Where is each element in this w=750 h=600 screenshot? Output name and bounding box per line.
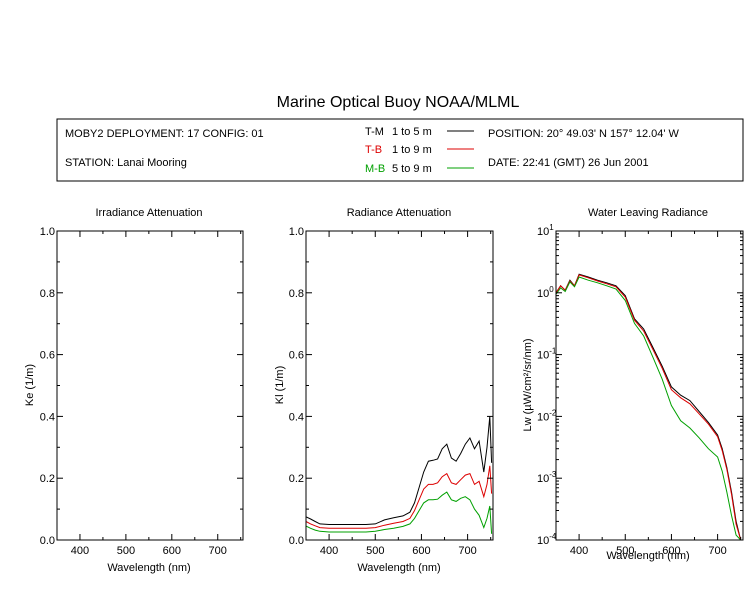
- water-leaving-ytick-label: 10-2: [537, 408, 557, 423]
- water-leaving-series-tm: [556, 273, 742, 540]
- irradiance-xtick-label: 500: [117, 545, 135, 557]
- legend-code-mb: M-B: [365, 163, 385, 175]
- water-leaving-xtick-label: 600: [662, 545, 680, 557]
- radiance-ytick-label: 0.6: [289, 350, 304, 362]
- irradiance-ytick-label: 1.0: [40, 226, 55, 238]
- water-leaving-ytick-label: 10-3: [537, 470, 557, 485]
- irradiance-xtick-label: 700: [209, 545, 227, 557]
- irradiance-xtick-label: 600: [163, 545, 181, 557]
- water-leaving-plot-frame: [555, 230, 744, 541]
- radiance-title: Radiance Attenuation: [347, 207, 452, 219]
- figure-title: Marine Optical Buoy NOAA/MLML: [277, 94, 520, 111]
- irradiance-xlabel: Wavelength (nm): [107, 562, 190, 574]
- water-leaving-panel: Water Leaving Radiance Wavelength (nm) L…: [522, 207, 744, 562]
- date-text: DATE: 22:41 (GMT) 26 Jun 2001: [488, 157, 649, 169]
- radiance-panel: Radiance Attenuation Wavelength (nm) Kl …: [274, 207, 494, 574]
- legend: T-M 1 to 5 m T-B 1 to 9 m M-B 5 to 9 m: [365, 126, 474, 175]
- radiance-ytick-label: 0.0: [289, 535, 304, 547]
- water-leaving-xtick-label: 700: [708, 545, 726, 557]
- water-leaving-title: Water Leaving Radiance: [588, 207, 708, 219]
- legend-code-tb: T-B: [365, 144, 382, 156]
- legend-range-tb: 1 to 9 m: [392, 144, 432, 156]
- water-leaving-xtick-label: 500: [616, 545, 634, 557]
- water-leaving-series-tb: [556, 274, 742, 540]
- radiance-series-mb: [306, 491, 493, 534]
- radiance-ytick-label: 0.8: [289, 288, 304, 300]
- irradiance-ytick-label: 0.6: [40, 350, 55, 362]
- irradiance-ytick-label: 0.0: [40, 535, 55, 547]
- radiance-series-tb: [306, 465, 493, 529]
- legend-code-tm: T-M: [365, 126, 384, 138]
- irradiance-xtick-label: 400: [71, 545, 89, 557]
- irradiance-ytick-label: 0.4: [40, 411, 55, 423]
- water-leaving-ylabel: Lw (µW/cm²/sr/nm): [522, 338, 534, 431]
- water-leaving-ytick-label: 10-4: [537, 532, 557, 547]
- radiance-ytick-label: 0.4: [289, 411, 304, 423]
- radiance-plot-frame: [305, 230, 494, 541]
- radiance-series-tm: [306, 416, 493, 525]
- water-leaving-xlabel: Wavelength (nm): [606, 550, 689, 562]
- water-leaving-series-mb: [556, 276, 742, 540]
- radiance-ytick-label: 1.0: [289, 226, 304, 238]
- position-text: POSITION: 20° 49.03' N 157° 12.04' W: [488, 128, 680, 140]
- legend-range-tm: 1 to 5 m: [392, 126, 432, 138]
- legend-range-mb: 5 to 9 m: [392, 163, 432, 175]
- water-leaving-xtick-label: 400: [570, 545, 588, 557]
- radiance-xlabel: Wavelength (nm): [357, 562, 440, 574]
- irradiance-ytick-label: 0.8: [40, 288, 55, 300]
- info-box-frame: [56, 118, 744, 182]
- station-text: STATION: Lanai Mooring: [65, 157, 187, 169]
- deployment-text: MOBY2 DEPLOYMENT: 17 CONFIG: 01: [65, 128, 264, 140]
- radiance-ylabel: Kl (1/m): [274, 366, 286, 405]
- radiance-xtick-label: 600: [412, 545, 430, 557]
- irradiance-ylabel: Ke (1/m): [24, 364, 36, 406]
- radiance-xtick-label: 700: [458, 545, 476, 557]
- irradiance-plot-frame: [56, 230, 244, 541]
- radiance-xtick-label: 400: [320, 545, 338, 557]
- irradiance-panel: Irradiance Attenuation Wavelength (nm) K…: [24, 207, 244, 574]
- radiance-ytick-label: 0.2: [289, 473, 304, 485]
- water-leaving-ytick-label: 10-1: [537, 347, 557, 362]
- irradiance-title: Irradiance Attenuation: [95, 207, 202, 219]
- irradiance-ytick-label: 0.2: [40, 473, 55, 485]
- radiance-xtick-label: 500: [366, 545, 384, 557]
- info-box: MOBY2 DEPLOYMENT: 17 CONFIG: 01 STATION:…: [56, 118, 744, 182]
- water-leaving-ytick-label: 100: [537, 285, 554, 300]
- water-leaving-ytick-label: 101: [537, 223, 554, 238]
